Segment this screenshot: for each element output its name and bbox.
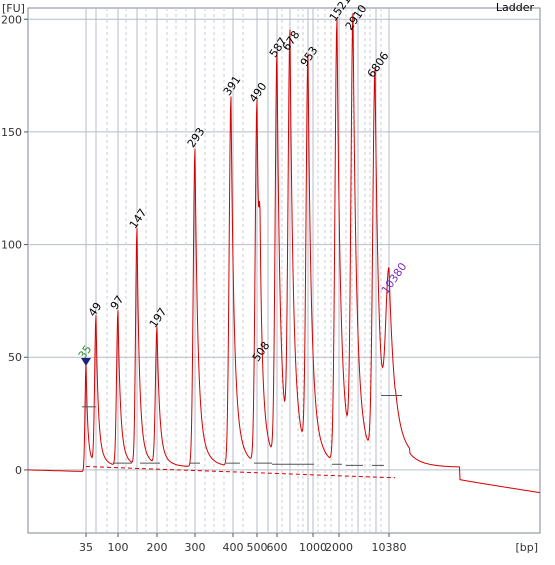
lower-marker-triangle <box>81 358 91 367</box>
x-tick-label: 100 <box>108 541 129 554</box>
plot-area <box>27 7 541 534</box>
x-tick-label: 200 <box>147 541 168 554</box>
x-tick-label: 400 <box>223 541 244 554</box>
x-tick-label: 1000 <box>299 541 327 554</box>
electropherogram-trace <box>28 12 541 494</box>
x-tick-label: 2000 <box>325 541 353 554</box>
y-tick-label: 200 <box>1 13 22 26</box>
chart-title: Ladder <box>496 1 535 14</box>
x-tick-label: 300 <box>185 541 206 554</box>
x-tick-label: 35 <box>79 541 93 554</box>
x-axis-label: [bp] <box>515 541 538 554</box>
x-tick-label: 600 <box>267 541 288 554</box>
y-tick-label: 150 <box>1 126 22 139</box>
y-axis-label: [FU] <box>2 2 25 15</box>
baseline-fit-line <box>85 466 396 479</box>
x-tick-label: 500 <box>247 541 268 554</box>
y-tick-label: 50 <box>8 351 22 364</box>
y-tick-label: 0 <box>15 464 22 477</box>
y-tick-label: 100 <box>1 239 22 252</box>
x-tick-label: 10380 <box>372 541 407 554</box>
